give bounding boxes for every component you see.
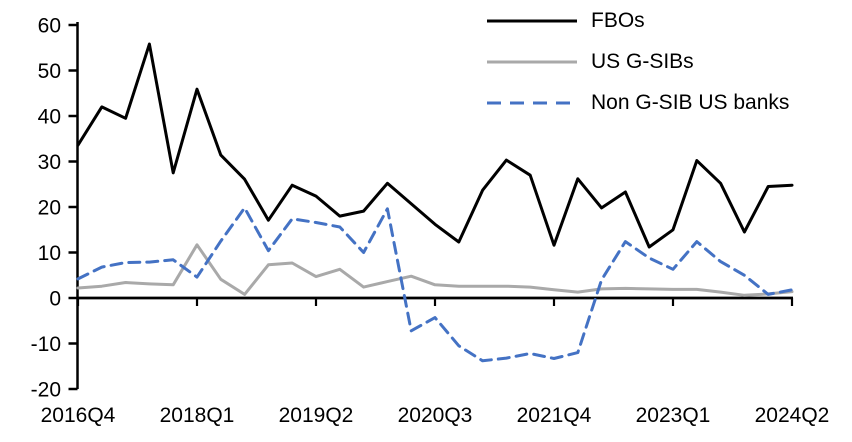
y-tick-label: 40 (38, 106, 61, 129)
series-line-us-g-sibs (76, 243, 794, 297)
y-tick-label: 10 (38, 242, 61, 265)
legend-label-fbos: FBOs (591, 8, 645, 32)
x-tick-label: 2018Q1 (160, 404, 235, 427)
series-line-non-g-sib-us-banks (76, 206, 794, 363)
legend-swatch-non-gsib-line-icon (487, 101, 577, 105)
legend-swatch-fbos-line-icon (487, 19, 577, 23)
x-tick-label: 2023Q1 (636, 404, 711, 427)
legend-item-us-gsibs: US G-SIBs (486, 47, 789, 76)
y-tick-label: 0 (49, 288, 61, 311)
y-tick-label: -20 (31, 379, 61, 402)
y-tick-label: -10 (31, 333, 61, 356)
y-tick-label: 60 (38, 15, 61, 38)
x-tick-label: 2016Q4 (41, 404, 116, 427)
legend-item-non-gsib-us-banks: Non G-SIB US banks (486, 88, 789, 117)
x-tick-label: 2021Q4 (517, 404, 592, 427)
legend-label-us-gsibs: US G-SIBs (591, 49, 694, 73)
legend-label-non-gsib-us-banks: Non G-SIB US banks (591, 90, 790, 114)
y-tick-label: 50 (38, 60, 61, 83)
x-tick-label: 2019Q2 (279, 404, 354, 427)
x-tick-label: 2020Q3 (398, 404, 473, 427)
y-tick-label: 20 (38, 197, 61, 220)
series-line-fbos (76, 42, 794, 249)
y-tick-label: 30 (38, 151, 61, 174)
legend-item-fbos: FBOs (486, 6, 789, 35)
legend: FBOs US G-SIBs Non G-SIB US banks (486, 6, 789, 117)
legend-swatch-us-gsibs-line-icon (487, 60, 577, 64)
x-tick-label: 2024Q2 (755, 404, 830, 427)
